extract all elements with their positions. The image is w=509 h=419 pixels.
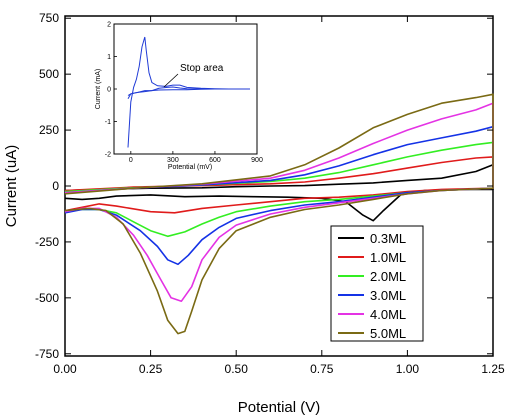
x-axis-title: Potential (V)	[238, 399, 321, 416]
legend-label: 4.0ML	[370, 307, 406, 322]
x-tick-label: 0.50	[225, 362, 249, 376]
x-tick-label: 1.25	[481, 362, 505, 376]
inset-ticks-group: 0 300 600 900 2 1 0 -1 -2	[105, 22, 263, 165]
inset-y-axis-title: Current (mA)	[95, 69, 102, 109]
inset-y-tick-label: 2	[107, 22, 111, 29]
y-tick-label: -500	[35, 291, 59, 305]
main-ticks-group: 0.00 0.25 0.50 0.75 1.00 1.25 750 500 250 0 -250 -5…	[35, 11, 505, 376]
inset-y-tick-label: 1	[107, 54, 111, 61]
y-axis-title: Current (uA)	[3, 145, 20, 228]
legend-box	[330, 225, 424, 342]
legend-label: 1.0ML	[370, 250, 406, 265]
series-5-line	[64, 93, 494, 335]
legend-label: 2.0ML	[370, 269, 406, 284]
inset-x-tick-label: 0	[129, 157, 133, 164]
y-tick-label: 0	[52, 179, 59, 193]
series-3-line	[64, 125, 494, 266]
legend-label: 3.0ML	[370, 288, 406, 303]
legend-label: 5.0ML	[370, 326, 406, 341]
y-tick-label: 250	[39, 123, 59, 137]
series-2-line	[64, 141, 494, 238]
inset-y-tick-label: 0	[107, 87, 111, 94]
inset-x-axis-title: Potential (mV)	[168, 164, 212, 171]
inset-x-tick-label: 900	[251, 157, 263, 164]
inset-annotation: Stop area	[180, 63, 224, 74]
x-tick-label: 1.00	[396, 362, 420, 376]
legend-label: 0.3ML	[370, 231, 406, 246]
inset-annotation-arrow	[163, 73, 179, 88]
inset-x-tick-label: 600	[209, 157, 221, 164]
inset-series-2-line	[127, 88, 250, 96]
x-tick-label: 0.00	[53, 362, 77, 376]
y-tick-label: 750	[39, 11, 59, 25]
main-series-group	[64, 93, 494, 335]
y-tick-label: 500	[39, 67, 59, 81]
y-tick-label: -750	[35, 347, 59, 361]
inset-y-tick-label: -1	[105, 119, 111, 126]
series-4-line	[64, 102, 494, 303]
x-tick-label: 0.25	[139, 362, 163, 376]
series-1-line	[64, 156, 494, 214]
inset-series-group	[127, 36, 250, 148]
y-tick-label: -250	[35, 235, 59, 249]
legend: 0.3ML 1.0ML 2.0ML 3.0ML 4.0ML 5.0ML	[338, 231, 406, 341]
x-tick-label: 0.75	[310, 362, 334, 376]
inset-x-tick-label: 300	[167, 157, 179, 164]
inset-y-tick-label: -2	[105, 152, 111, 159]
